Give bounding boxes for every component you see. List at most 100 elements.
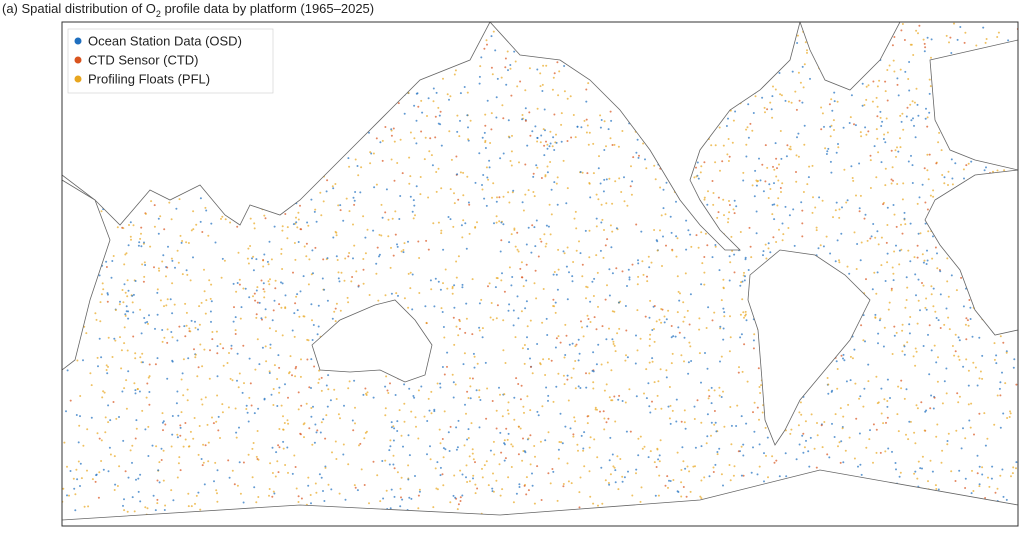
profile-dot <box>581 171 584 174</box>
profile-dot <box>215 489 218 492</box>
profile-dot <box>808 465 811 468</box>
profile-dot <box>130 238 132 241</box>
profile-dot <box>560 112 563 115</box>
profile-dot <box>919 467 922 470</box>
profile-dot <box>621 130 624 132</box>
profile-dot <box>452 396 455 399</box>
profile-dot <box>134 437 137 440</box>
profile-dot <box>764 111 766 114</box>
profile-dot <box>178 456 181 459</box>
profile-dot <box>76 359 79 362</box>
profile-dot <box>914 470 917 473</box>
profile-dot <box>967 403 970 406</box>
profile-dot <box>297 218 300 221</box>
profile-dot <box>490 66 493 69</box>
profile-dot <box>850 165 853 168</box>
profile-dot <box>543 154 546 157</box>
profile-dot <box>363 437 366 440</box>
profile-dot <box>417 494 420 497</box>
profile-dot <box>683 421 686 424</box>
profile-dot <box>660 407 663 410</box>
profile-dot <box>900 120 903 123</box>
profile-dot <box>556 499 559 502</box>
profile-dot <box>855 417 858 420</box>
profile-dot <box>509 160 512 162</box>
profile-dot <box>409 271 412 274</box>
profile-dot <box>232 282 235 285</box>
profile-dot <box>154 363 157 366</box>
profile-dot <box>741 298 744 301</box>
profile-dot <box>390 134 393 137</box>
profile-dot <box>209 310 212 313</box>
profile-dot <box>999 394 1002 397</box>
profile-dot <box>128 224 130 226</box>
profile-dot <box>722 286 725 289</box>
profile-dot <box>632 156 635 159</box>
profile-dot <box>537 414 540 417</box>
profile-dot <box>585 88 588 91</box>
profile-dot <box>395 292 398 295</box>
profile-dot <box>563 383 566 386</box>
profile-dot <box>163 509 166 511</box>
profile-dot <box>442 447 445 450</box>
profile-dot <box>449 218 452 221</box>
profile-dot <box>992 170 994 173</box>
profile-dot <box>867 130 870 133</box>
profile-dot <box>314 246 317 249</box>
profile-dot <box>739 284 742 287</box>
profile-dot <box>184 335 187 338</box>
profile-dot <box>1006 417 1009 419</box>
profile-dot <box>996 36 999 38</box>
profile-dot <box>109 419 112 422</box>
profile-dot <box>921 455 924 458</box>
profile-dot <box>629 185 632 188</box>
profile-dot <box>355 270 358 273</box>
profile-dot <box>305 242 308 245</box>
profile-dot <box>967 162 970 165</box>
profile-dot <box>254 368 257 371</box>
profile-dot <box>376 474 379 477</box>
profile-dot <box>184 302 187 305</box>
profile-dot <box>98 471 101 474</box>
profile-dot <box>604 479 607 482</box>
profile-dot <box>629 430 632 433</box>
profile-dot <box>221 257 224 260</box>
profile-dot <box>840 354 843 357</box>
profile-dot <box>454 69 457 72</box>
profile-dot <box>245 408 248 410</box>
profile-dot <box>384 459 387 462</box>
profile-dot <box>408 182 411 185</box>
profile-dot <box>755 184 758 187</box>
profile-dot <box>964 487 967 489</box>
profile-dot <box>98 337 101 340</box>
profile-dot <box>453 343 456 346</box>
profile-dot <box>222 347 225 350</box>
profile-dot <box>926 259 929 262</box>
profile-dot <box>156 502 159 505</box>
profile-dot <box>586 314 589 317</box>
profile-dot <box>995 362 998 365</box>
profile-dot <box>830 98 833 101</box>
profile-dot <box>176 249 179 252</box>
profile-dot <box>834 209 837 212</box>
profile-dot <box>179 234 182 237</box>
profile-dot <box>397 294 399 297</box>
profile-dot <box>570 482 573 485</box>
profile-dot <box>600 119 603 121</box>
profile-dot <box>189 430 192 433</box>
profile-dot <box>335 398 338 400</box>
profile-dot <box>958 395 961 398</box>
profile-dot <box>69 470 72 472</box>
profile-dot <box>411 308 414 311</box>
profile-dot <box>919 309 921 312</box>
profile-dot <box>529 463 532 466</box>
profile-dot <box>653 340 656 343</box>
profile-dot <box>592 381 595 384</box>
profile-dot <box>295 487 298 490</box>
profile-dot <box>684 467 687 470</box>
profile-dot <box>407 306 410 309</box>
profile-dot <box>903 39 906 41</box>
profile-dot <box>846 199 849 202</box>
profile-dot <box>744 310 747 313</box>
profile-dot <box>139 473 142 476</box>
